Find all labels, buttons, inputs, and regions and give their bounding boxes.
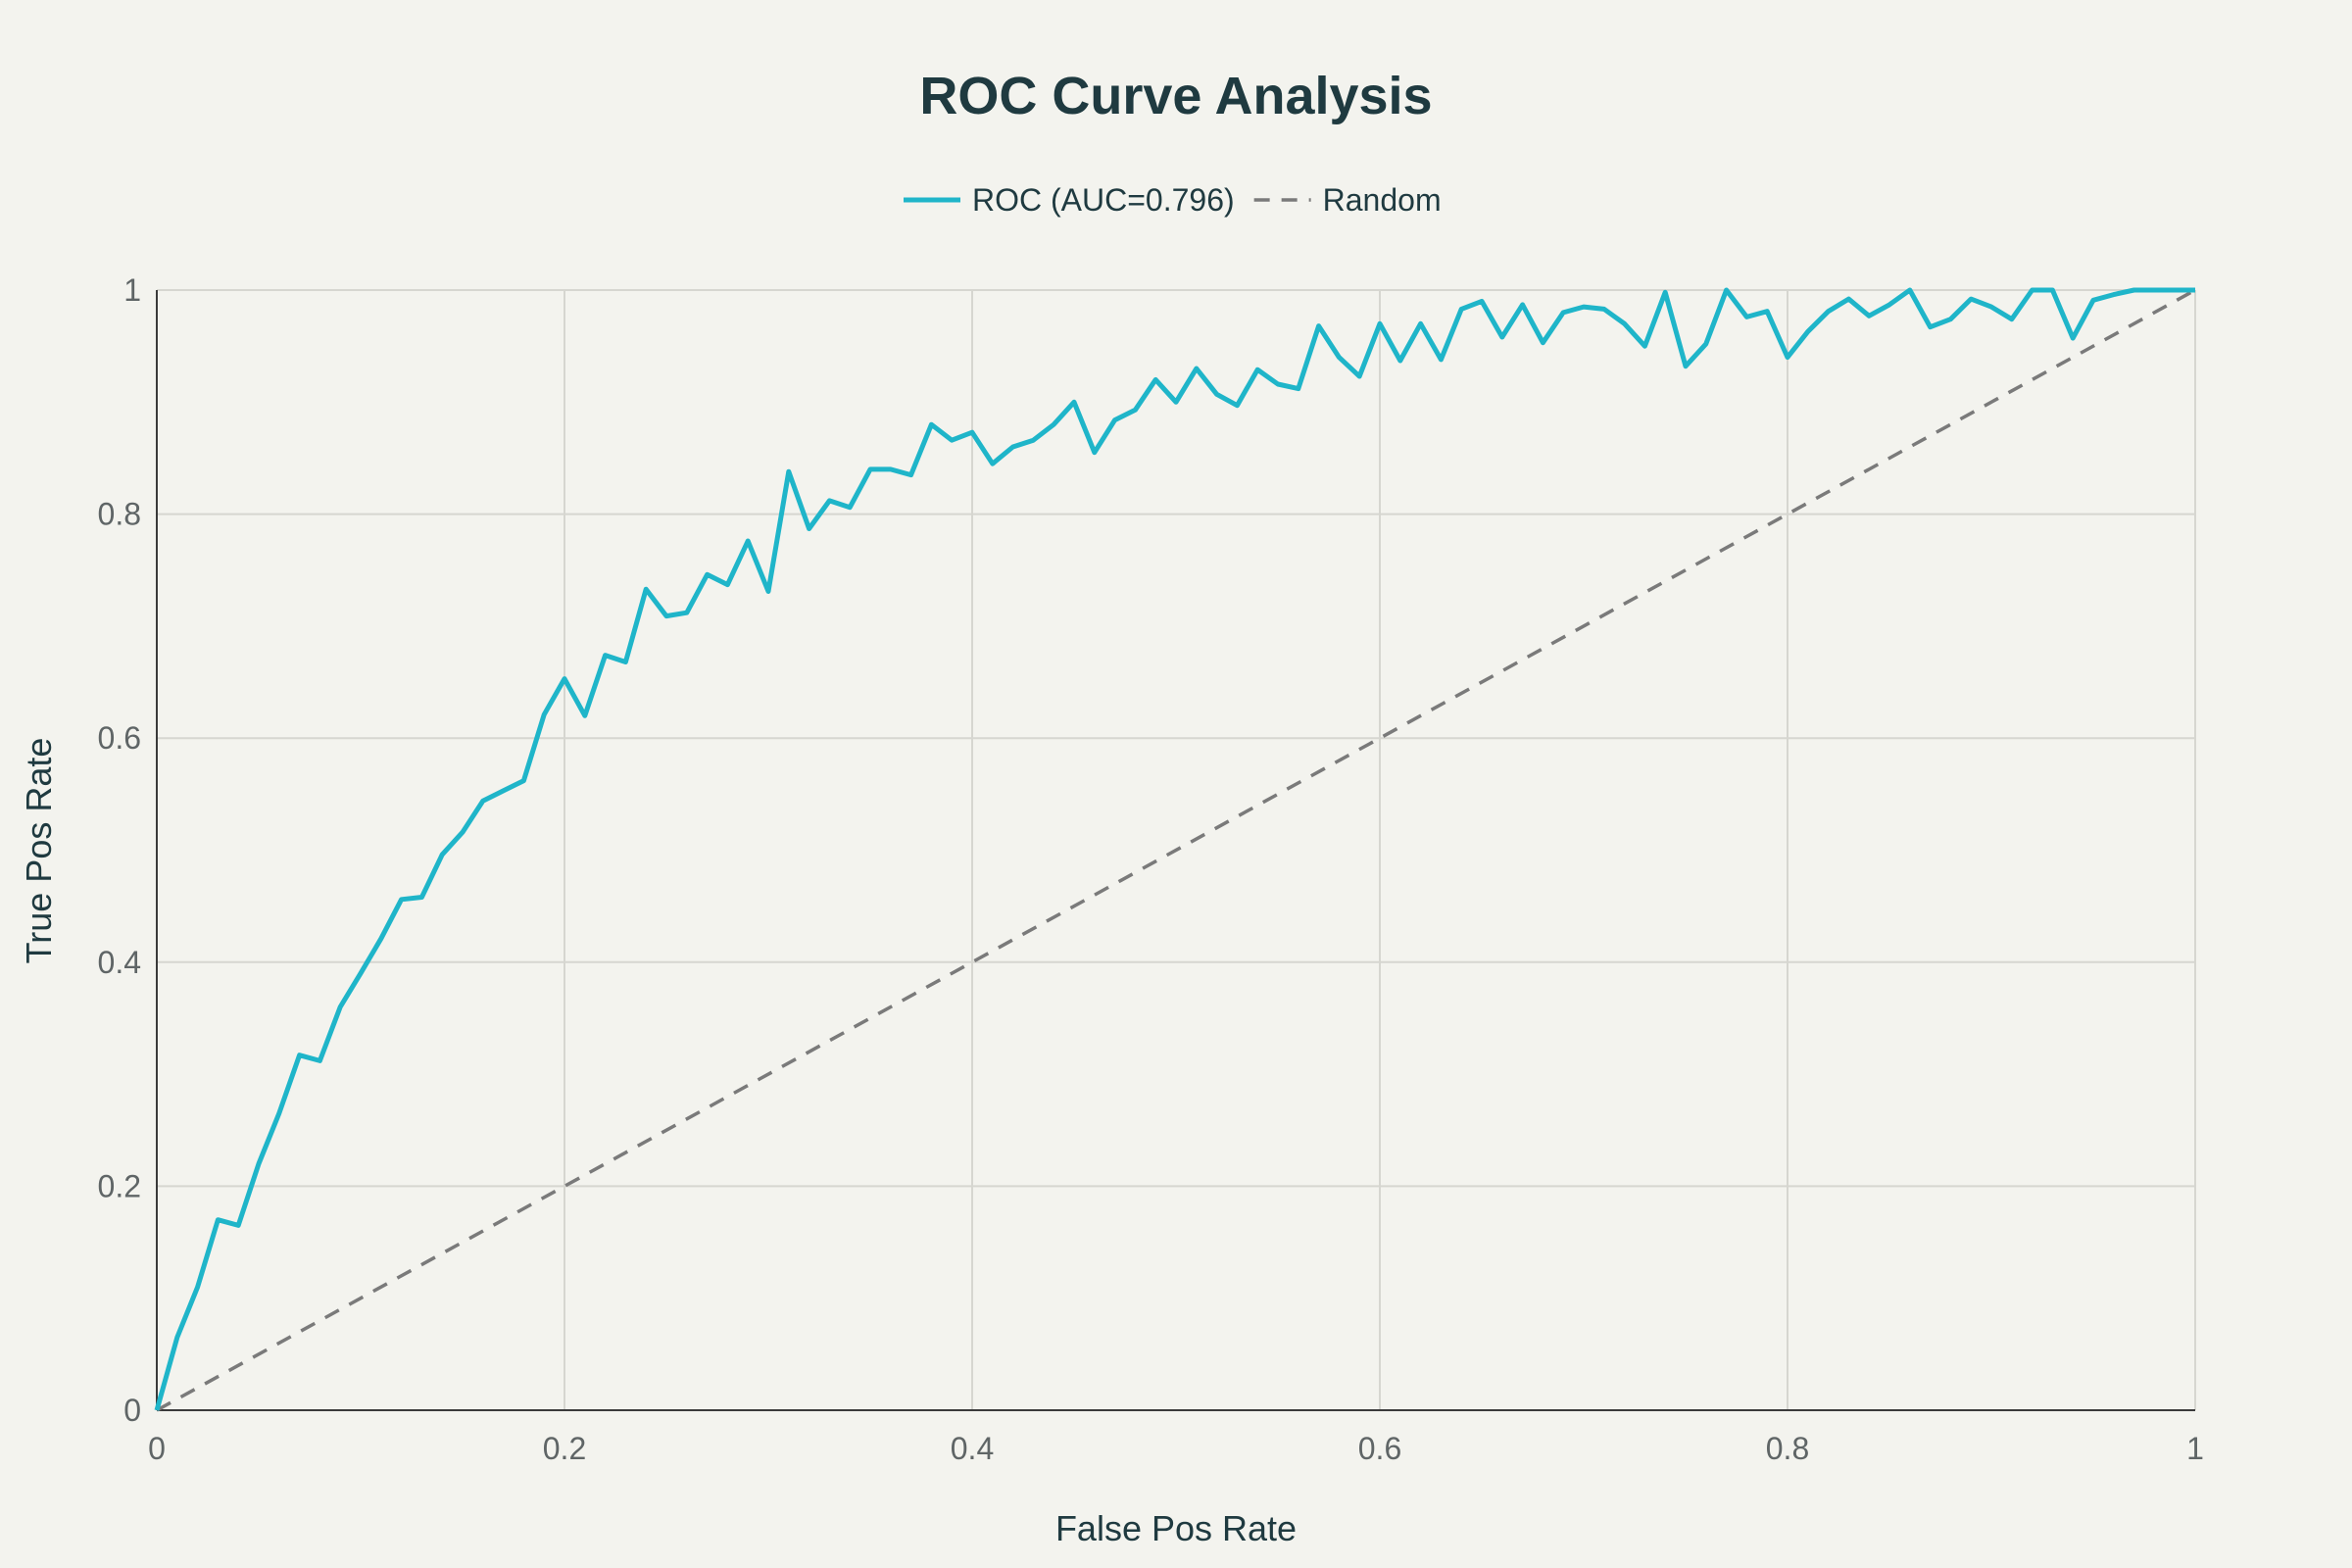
y-tick-label: 0.4 — [98, 945, 141, 980]
roc-curve-line — [154, 287, 2195, 1411]
y-tick-label: 0 — [123, 1393, 141, 1428]
x-tick-label: 1 — [2186, 1431, 2204, 1466]
legend: ROC (AUC=0.796) Random — [904, 182, 1442, 218]
axes — [156, 290, 2195, 1411]
y-tick-label: 1 — [123, 272, 141, 308]
x-tick-label: 0 — [148, 1431, 166, 1466]
y-axis-title: True Pos Rate — [19, 738, 59, 964]
x-tick-label: 0.2 — [543, 1431, 586, 1466]
tick-labels: 0 0.2 0.4 0.6 0.8 1 0 0.2 0.4 0.6 0.8 1 — [98, 272, 2204, 1466]
random-baseline-line — [156, 288, 2196, 1412]
series-group — [154, 287, 2196, 1412]
chart-title: ROC Curve Analysis — [919, 67, 1432, 125]
x-tick-label: 0.8 — [1766, 1431, 1809, 1466]
x-tick-label: 0.4 — [951, 1431, 994, 1466]
x-axis-title: False Pos Rate — [1055, 1508, 1297, 1548]
y-tick-label: 0.2 — [98, 1168, 141, 1203]
x-tick-label: 0.6 — [1358, 1431, 1401, 1466]
y-tick-label: 0.8 — [98, 497, 141, 532]
legend-item-label: Random — [1323, 182, 1442, 218]
grid-lines — [157, 289, 2196, 1410]
y-tick-label: 0.6 — [98, 720, 141, 756]
legend-item-label: ROC (AUC=0.796) — [972, 182, 1235, 218]
